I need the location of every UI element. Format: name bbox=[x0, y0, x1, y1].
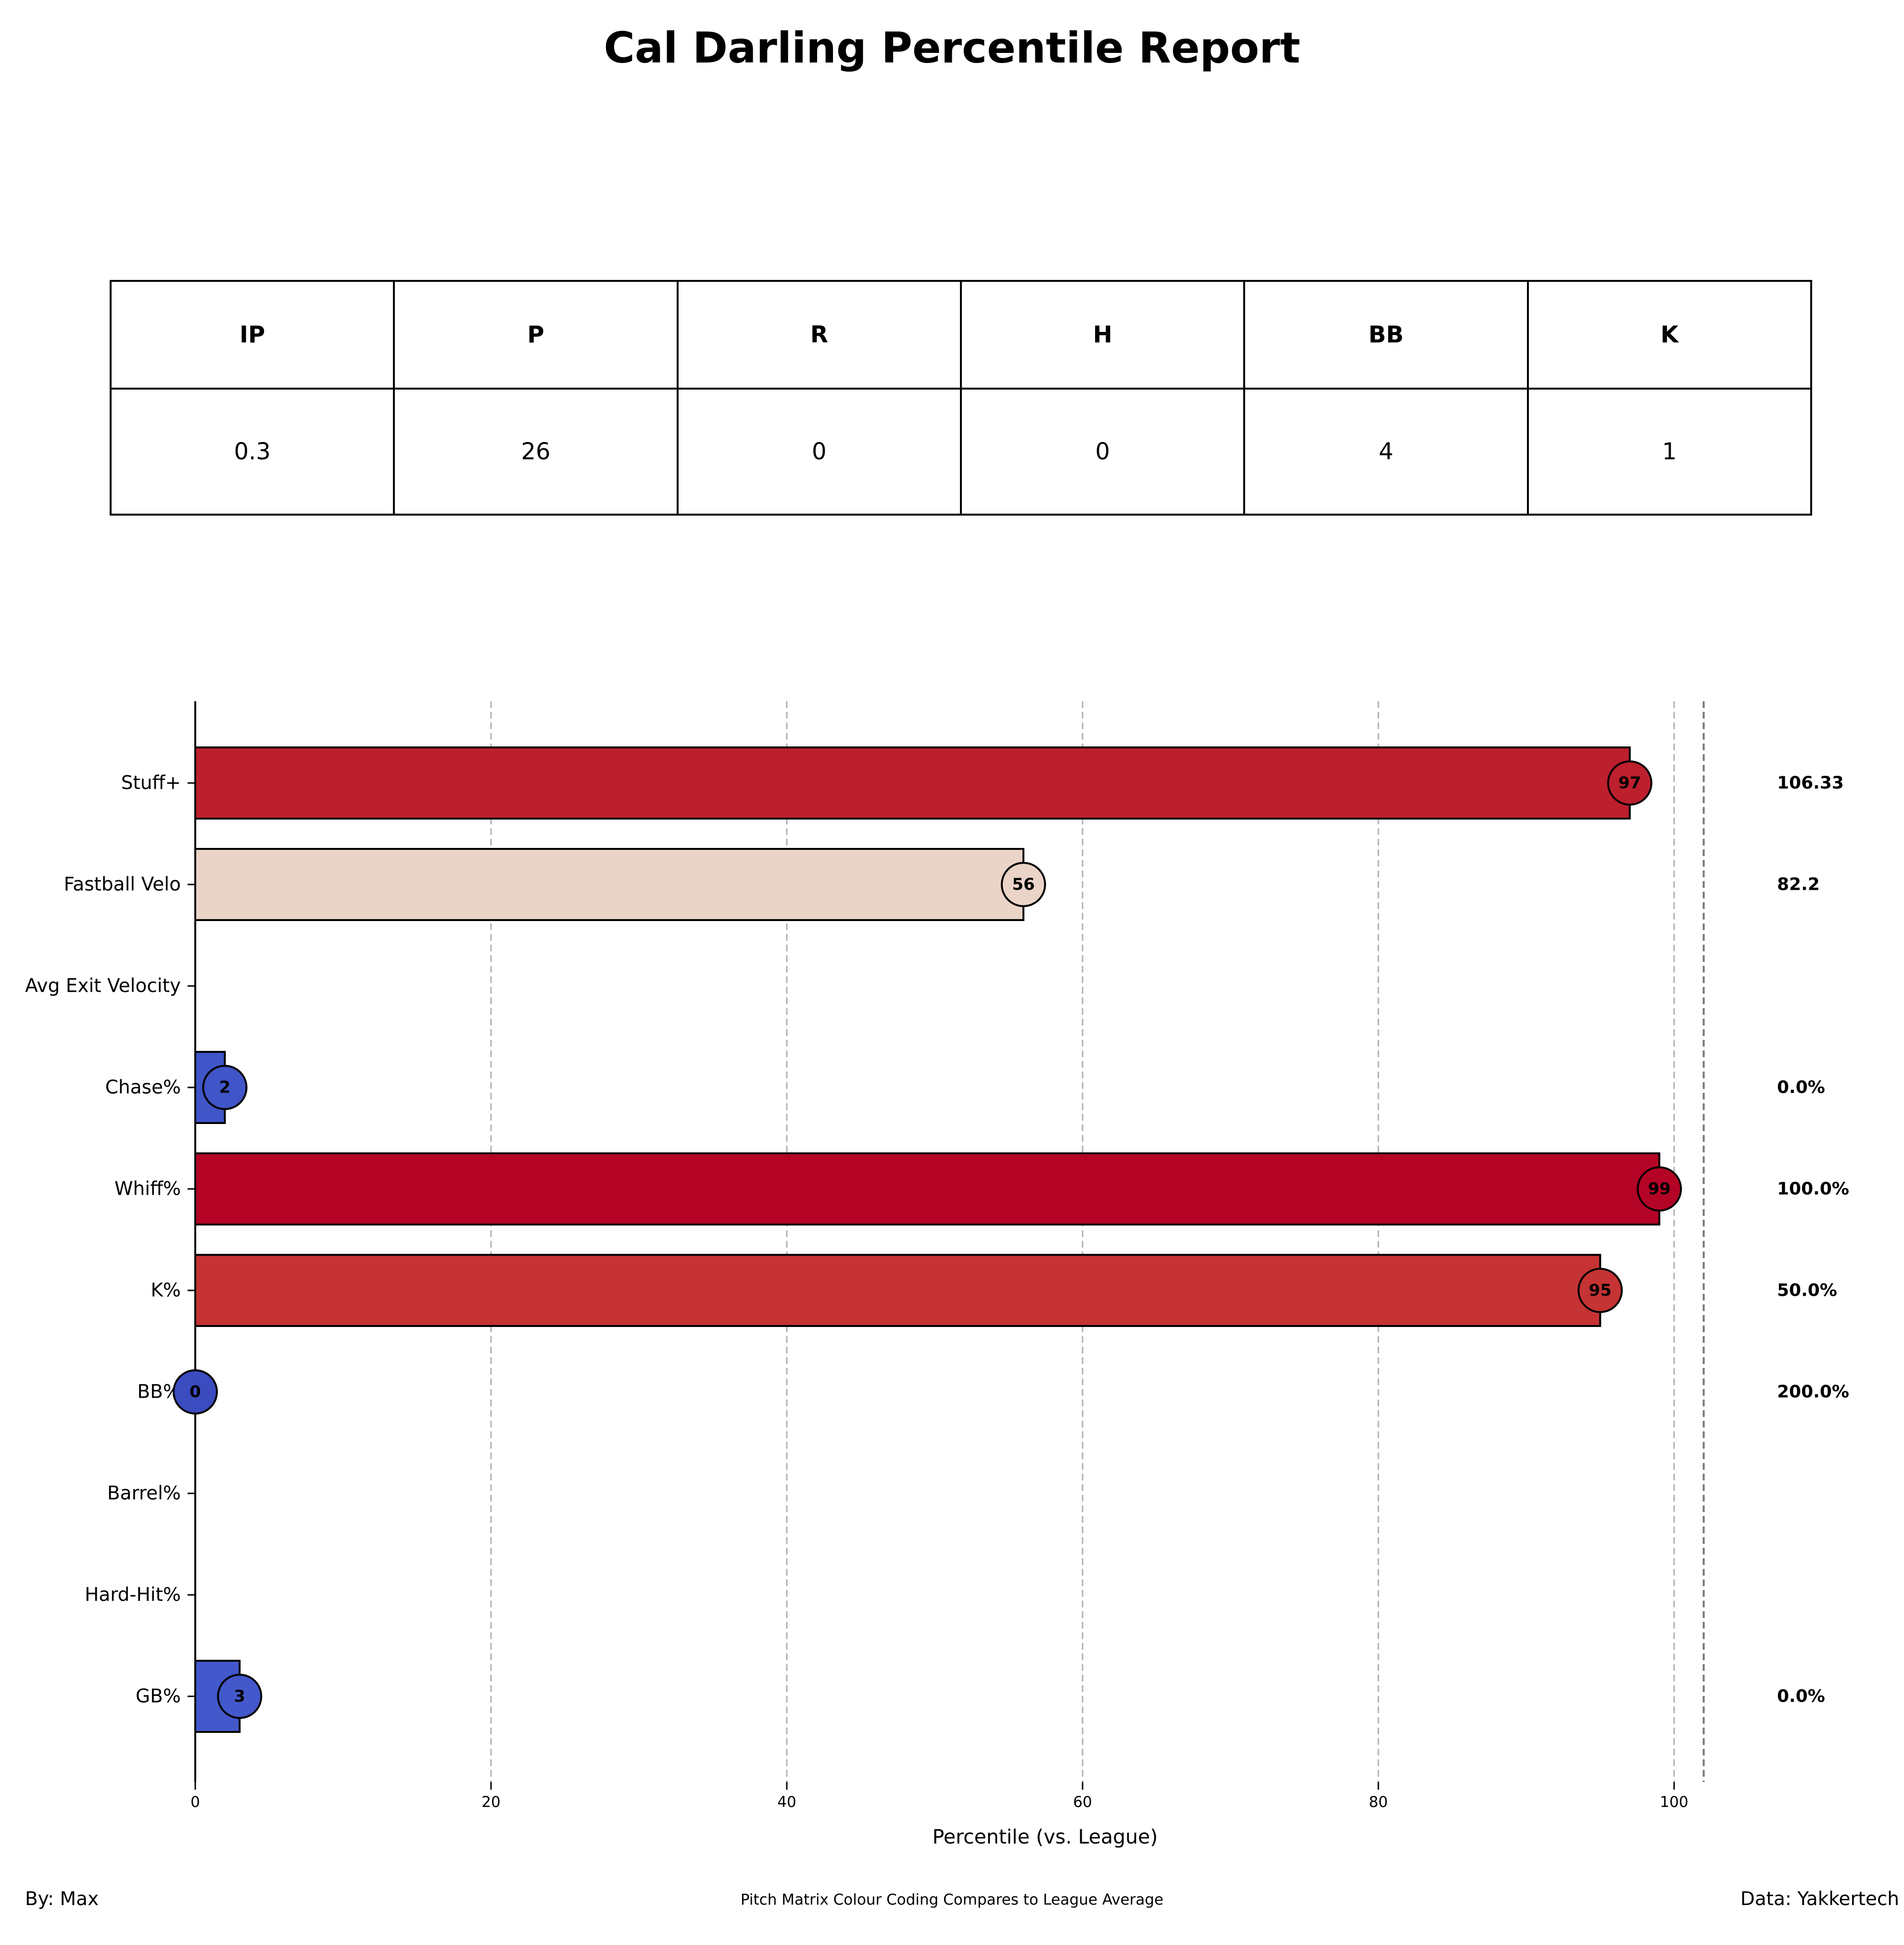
percentile-label: 97 bbox=[1618, 773, 1641, 793]
percentile-marker bbox=[173, 1369, 218, 1415]
percentile-marker bbox=[1607, 760, 1652, 806]
percentile-bar bbox=[194, 1152, 1661, 1225]
percentile-bar bbox=[194, 848, 1024, 921]
stats-header-cell: K bbox=[1526, 280, 1813, 390]
x-tick-label: 100 bbox=[1660, 1793, 1688, 1811]
raw-value-label: 82.2 bbox=[1777, 875, 1820, 895]
footer-note: Pitch Matrix Colour Coding Compares to L… bbox=[740, 1891, 1164, 1908]
stats-header-cell: IP bbox=[109, 280, 395, 390]
percentile-label: 99 bbox=[1648, 1179, 1671, 1199]
y-tick-label: Fastball Velo bbox=[64, 874, 181, 896]
footer-author: By: Max bbox=[25, 1888, 99, 1910]
percentile-bar bbox=[194, 746, 1631, 820]
percentile-label: 0 bbox=[189, 1382, 201, 1402]
percentile-marker bbox=[202, 1065, 248, 1110]
raw-value-label: 50.0% bbox=[1777, 1281, 1837, 1301]
percentile-marker bbox=[1637, 1166, 1682, 1212]
y-tick-label: GB% bbox=[136, 1686, 181, 1707]
stats-header-cell: BB bbox=[1243, 280, 1529, 390]
x-axis-label: Percentile (vs. League) bbox=[933, 1825, 1158, 1848]
raw-value-label: 0.0% bbox=[1777, 1687, 1825, 1706]
percentile-label: 56 bbox=[1012, 875, 1034, 894]
footer-source: Data: Yakkertech bbox=[1740, 1888, 1899, 1910]
stats-header-cell: R bbox=[676, 280, 962, 390]
pitching-stats-table: IP P R H BB K 0.3 26 0 0 4 1 bbox=[109, 280, 1813, 516]
raw-value-label: 200.0% bbox=[1777, 1382, 1849, 1402]
x-tick-label: 60 bbox=[1073, 1793, 1092, 1811]
percentile-label: 2 bbox=[219, 1078, 231, 1097]
y-tick-label: Whiff% bbox=[114, 1178, 181, 1200]
percentile-marker bbox=[1001, 862, 1046, 907]
stats-value-cell: 26 bbox=[393, 388, 679, 516]
percentile-marker bbox=[1577, 1268, 1623, 1313]
y-tick-label: Stuff+ bbox=[121, 772, 181, 794]
stats-header-cell: P bbox=[393, 280, 679, 390]
raw-value-label: 0.0% bbox=[1777, 1078, 1825, 1098]
x-tick-label: 80 bbox=[1369, 1793, 1387, 1811]
y-tick-label: K% bbox=[151, 1280, 181, 1301]
percentile-bar bbox=[194, 1254, 1601, 1327]
percentile-label: 3 bbox=[234, 1687, 245, 1706]
y-tick-label: Chase% bbox=[105, 1077, 181, 1099]
raw-value-label: 106.33 bbox=[1777, 773, 1844, 793]
x-tick-label: 40 bbox=[777, 1793, 796, 1811]
percentile-marker bbox=[217, 1674, 263, 1719]
stats-header-row: IP P R H BB K bbox=[109, 280, 1813, 390]
stats-value-cell: 0.3 bbox=[109, 388, 395, 516]
report-title: Cal Darling Percentile Report bbox=[604, 23, 1300, 73]
x-tick-label: 20 bbox=[481, 1793, 500, 1811]
stats-value-cell: 0 bbox=[959, 388, 1246, 516]
percentile-label: 95 bbox=[1589, 1281, 1612, 1300]
stats-value-row: 0.3 26 0 0 4 1 bbox=[109, 388, 1813, 516]
stats-value-cell: 4 bbox=[1243, 388, 1529, 516]
x-tick-label: 0 bbox=[190, 1793, 200, 1811]
raw-value-label: 100.0% bbox=[1777, 1179, 1849, 1199]
stats-value-cell: 0 bbox=[676, 388, 962, 516]
stats-header-cell: H bbox=[959, 280, 1246, 390]
stats-value-cell: 1 bbox=[1526, 388, 1813, 516]
y-tick-label: Avg Exit Velocity bbox=[25, 975, 181, 997]
y-tick-label: Barrel% bbox=[107, 1483, 181, 1504]
y-tick-label: Hard-Hit% bbox=[85, 1584, 181, 1606]
